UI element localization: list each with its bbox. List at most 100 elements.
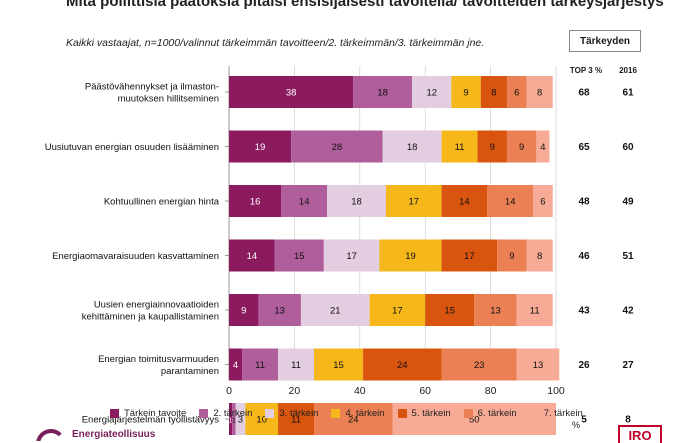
data-label: 9	[490, 142, 495, 153]
data-label: 1	[229, 418, 233, 425]
legend-label: 7. tärkein	[543, 408, 583, 419]
top3-value: 46	[578, 251, 590, 262]
data-label: 8	[491, 88, 496, 99]
bar-segment	[392, 403, 556, 435]
bar-segment	[300, 294, 370, 326]
data-label: 50	[469, 415, 480, 426]
top3-value: 48	[578, 197, 590, 208]
bar-segment	[274, 239, 324, 272]
data-label: 9	[519, 142, 524, 153]
bar-segment	[385, 185, 442, 217]
legend-label: 3. tärkein	[279, 408, 319, 419]
x-tick-label: 40	[354, 385, 366, 397]
data-label: 8	[537, 251, 542, 262]
bar-segment	[258, 294, 301, 326]
bar-segment	[314, 403, 393, 435]
top3-value: 26	[578, 360, 590, 371]
data-label: 18	[351, 197, 362, 208]
top3-value: 5	[581, 415, 587, 426]
bar-segment	[235, 403, 246, 435]
logo-text: Energiateollisuus	[72, 429, 156, 440]
data-label: 6	[514, 88, 519, 99]
bar-segment	[323, 239, 380, 272]
data-label: 18	[377, 88, 388, 99]
bar-segment	[327, 185, 386, 217]
data-label: 13	[533, 360, 544, 371]
bar-segment	[229, 239, 275, 272]
bar-segment	[487, 185, 534, 217]
bar-segment	[441, 348, 517, 381]
bar-segment	[314, 348, 364, 381]
category-label: Päästövähennykset ja ilmaston-muutoksen …	[85, 82, 219, 105]
bar-segment	[379, 239, 442, 272]
legend-label: 4. tärkein	[345, 408, 385, 419]
year-2016-value: 42	[622, 306, 634, 317]
legend-label: 6. tärkein	[477, 408, 517, 419]
bar-segment	[516, 348, 560, 381]
year-2016-value: 51	[622, 251, 634, 262]
x-tick-label: 80	[485, 385, 497, 397]
data-label: 15	[333, 360, 344, 371]
bar-segment	[477, 130, 507, 163]
bar-segment	[245, 403, 279, 435]
year-2016-value: 27	[622, 360, 634, 371]
legend-item: 3. tärkein	[265, 408, 318, 419]
data-label: 23	[474, 360, 485, 371]
data-label: 4	[540, 142, 545, 153]
legend-swatch	[199, 409, 209, 418]
data-label: 11	[291, 360, 301, 371]
percent-unit-label: %	[572, 420, 581, 430]
data-label: 14	[299, 197, 310, 208]
logo-swoosh-icon	[36, 429, 66, 441]
data-label: 21	[330, 306, 341, 317]
data-label: 13	[490, 306, 501, 317]
data-label: 15	[444, 306, 455, 317]
top3-value: 65	[578, 142, 590, 153]
top3-value: 68	[578, 88, 590, 99]
legend-swatch	[265, 409, 275, 418]
bar-segment	[278, 403, 315, 435]
bar-segment	[441, 185, 488, 217]
x-tick-label: 60	[419, 385, 431, 397]
data-label: 28	[332, 142, 343, 153]
data-label: 19	[255, 142, 266, 153]
legend-item: 6. tärkein	[463, 408, 517, 419]
bar-segment	[229, 403, 233, 435]
data-label: 9	[463, 88, 468, 99]
legend-swatch	[397, 409, 407, 418]
category-label: Energiajärjestelmän työllistävyys	[82, 415, 220, 426]
bar-segment	[229, 294, 259, 326]
bar-segment	[229, 348, 243, 381]
legend-item: 5. tärkein	[397, 408, 451, 419]
year-2016-value: 49	[622, 197, 634, 208]
bar-segment	[363, 348, 442, 381]
data-label: 24	[397, 360, 408, 371]
bar-segment	[232, 403, 236, 435]
legend-item: 2. tärkein	[199, 408, 252, 419]
legend-item: 4. tärkein	[331, 408, 385, 419]
bar-segment	[474, 294, 517, 326]
legend-item: 7. tärkein	[529, 408, 583, 419]
data-label: 10	[256, 415, 267, 426]
data-label: 1	[232, 418, 236, 425]
data-label: 17	[346, 251, 357, 262]
legend-swatch	[463, 409, 473, 418]
data-label: 11	[291, 415, 301, 426]
category-label: Kohtuullinen energian hinta	[104, 197, 220, 208]
data-label: 4	[233, 360, 238, 371]
data-label: 8	[537, 88, 542, 99]
bar-segment	[506, 76, 527, 108]
bar-segment	[441, 239, 498, 272]
data-label: 16	[250, 197, 261, 208]
bar-segment	[278, 348, 315, 381]
year-2016-value: 60	[622, 142, 634, 153]
chart-legend: Tärkein tavoite 2. tärkein 3. tärkein 4. tä…	[110, 408, 583, 419]
importance-header-box: Tärkeyden	[569, 30, 641, 52]
year-2016-value: 61	[622, 88, 634, 99]
category-label: Uusiutuvan energian osuuden lisääminen	[45, 142, 219, 153]
data-label: 14	[247, 251, 258, 262]
bar-segment	[425, 294, 475, 326]
data-label: 11	[530, 306, 540, 317]
data-label: 19	[405, 251, 416, 262]
legend-swatch	[331, 409, 341, 418]
